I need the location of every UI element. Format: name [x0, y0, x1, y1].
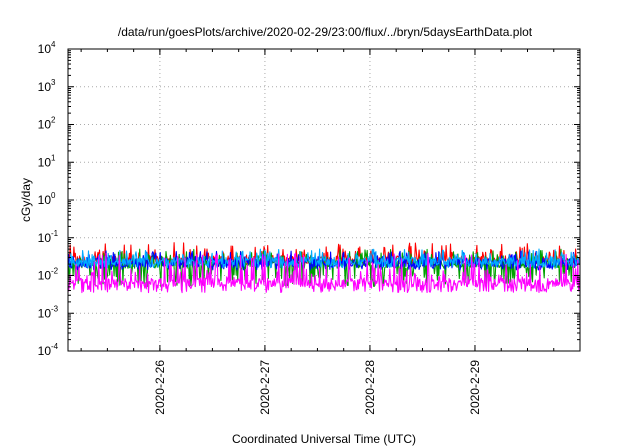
y-tick-label: 10	[38, 155, 52, 169]
y-tick-base: 10	[38, 42, 52, 56]
y-tick-exponent: 4	[51, 40, 56, 49]
y-tick-exponent: 1	[51, 153, 56, 162]
y-tick-label: 10	[38, 42, 52, 56]
x-tick-label: 2020-2-29	[468, 360, 482, 415]
y-tick-label: 10	[38, 118, 52, 132]
y-tick-base: 10	[38, 80, 52, 94]
y-tick-base: 10	[38, 118, 52, 132]
series-layer	[67, 242, 581, 294]
y-tick-base: 10	[38, 193, 52, 207]
y-tick-exponent: 0	[51, 191, 56, 200]
y-tick-base: 10	[38, 155, 52, 169]
series-line	[67, 252, 581, 294]
y-tick-label: 10	[38, 193, 52, 207]
x-tick-label: 2020-2-26	[153, 360, 167, 415]
grid	[68, 49, 580, 351]
y-tick-exponent: 2	[51, 116, 56, 125]
y-tick-base: 10	[38, 269, 52, 283]
y-tick-exponent: -4	[51, 342, 59, 351]
y-tick-exponent: -1	[51, 229, 59, 238]
x-tick-label: 2020-2-27	[258, 360, 272, 415]
y-tick-base: 10	[38, 344, 52, 358]
y-tick-exponent: -2	[51, 267, 59, 276]
y-tick-base: 10	[38, 306, 52, 320]
y-tick-label: 10	[38, 231, 52, 245]
x-axis-label: Coordinated Universal Time (UTC)	[232, 432, 416, 446]
y-tick-base: 10	[38, 231, 52, 245]
y-tick-exponent: 3	[51, 78, 56, 87]
y-tick-label: 10	[38, 80, 52, 94]
x-axis: 2020-2-26 2020-2-27 2020-2-28 2020-2-29	[80, 49, 555, 415]
series-line	[67, 248, 581, 269]
chart-title: /data/run/goesPlots/archive/2020-02-29/2…	[118, 25, 533, 39]
y-tick-exponent: -3	[51, 304, 59, 313]
x-tick-label: 2020-2-28	[363, 360, 377, 415]
y-tick-label: 10	[38, 344, 52, 358]
y-axis-label: cGy/day	[19, 178, 33, 222]
y-tick-label: 10	[38, 269, 52, 283]
y-tick-label: 10	[38, 306, 52, 320]
